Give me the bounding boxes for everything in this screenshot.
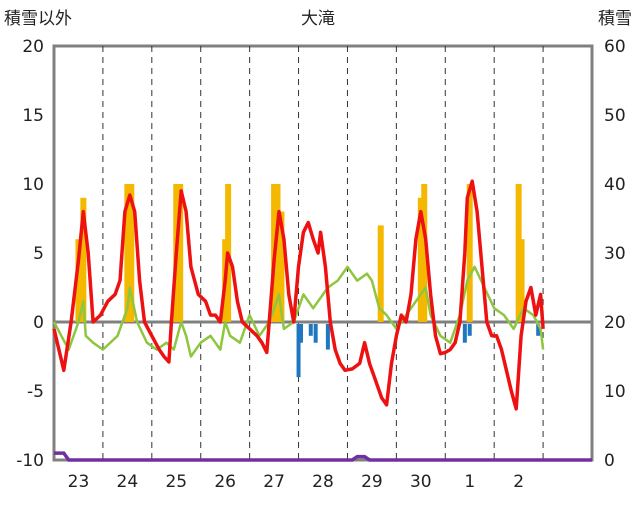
- snowfall-bar: [377, 225, 384, 322]
- y-left-tick-label: 10: [22, 175, 44, 195]
- snowfall-bar: [466, 184, 473, 322]
- x-tick-label: 30: [410, 472, 432, 492]
- precip-bar: [536, 324, 541, 336]
- snow-depth-series: [54, 451, 592, 462]
- precip-bar: [313, 324, 318, 343]
- x-tick-label: 25: [165, 472, 187, 492]
- snowfall-bar: [417, 197, 424, 322]
- snowfall-bar: [421, 184, 428, 322]
- x-tick-label: 2: [513, 472, 524, 492]
- temperature-series: [52, 179, 545, 411]
- x-tick-label: 27: [263, 472, 285, 492]
- y-left-tick-label: 0: [33, 313, 44, 333]
- chart-title: 大滝: [301, 9, 335, 29]
- precip-bar: [462, 324, 467, 343]
- x-tick-label: 1: [464, 472, 475, 492]
- y-right-tick-label: 20: [604, 313, 626, 333]
- left-axis-label: 積雪以外: [4, 9, 72, 29]
- y-left-tick-label: 15: [22, 106, 44, 126]
- y-right-tick-label: 40: [604, 175, 626, 195]
- precip-bar: [467, 324, 472, 336]
- precip-bar: [296, 324, 301, 378]
- y-right-tick-label: 30: [604, 244, 626, 264]
- snowfall-bar: [518, 239, 525, 322]
- snowfall-bar: [278, 211, 285, 322]
- y-right-tick-label: 10: [604, 382, 626, 402]
- snowfall-bar: [274, 184, 281, 322]
- y-left-tick-label: -10: [16, 451, 44, 471]
- y-right-tick-label: 60: [604, 37, 626, 57]
- x-tick-label: 23: [68, 472, 90, 492]
- precip-bar: [298, 324, 303, 343]
- snowfall-bar: [177, 184, 184, 322]
- x-tick-label: 29: [361, 472, 383, 492]
- x-tick-label: 24: [117, 472, 139, 492]
- precip-bar: [325, 324, 330, 350]
- precip-bar: [308, 324, 313, 336]
- y-right-tick-label: 0: [604, 451, 615, 471]
- snowfall-bar: [75, 239, 82, 322]
- x-tick-label: 28: [312, 472, 334, 492]
- y-left-tick-label: -5: [27, 382, 44, 402]
- snowfall-bar: [80, 197, 87, 322]
- snowfall-bar: [128, 184, 135, 322]
- y-left-tick-label: 20: [22, 37, 44, 57]
- x-tick-label: 26: [214, 472, 236, 492]
- y-right-tick-label: 50: [604, 106, 626, 126]
- right-axis-label: 積雪: [598, 9, 632, 29]
- snowfall-bar: [124, 184, 131, 322]
- y-left-tick-label: 5: [33, 244, 44, 264]
